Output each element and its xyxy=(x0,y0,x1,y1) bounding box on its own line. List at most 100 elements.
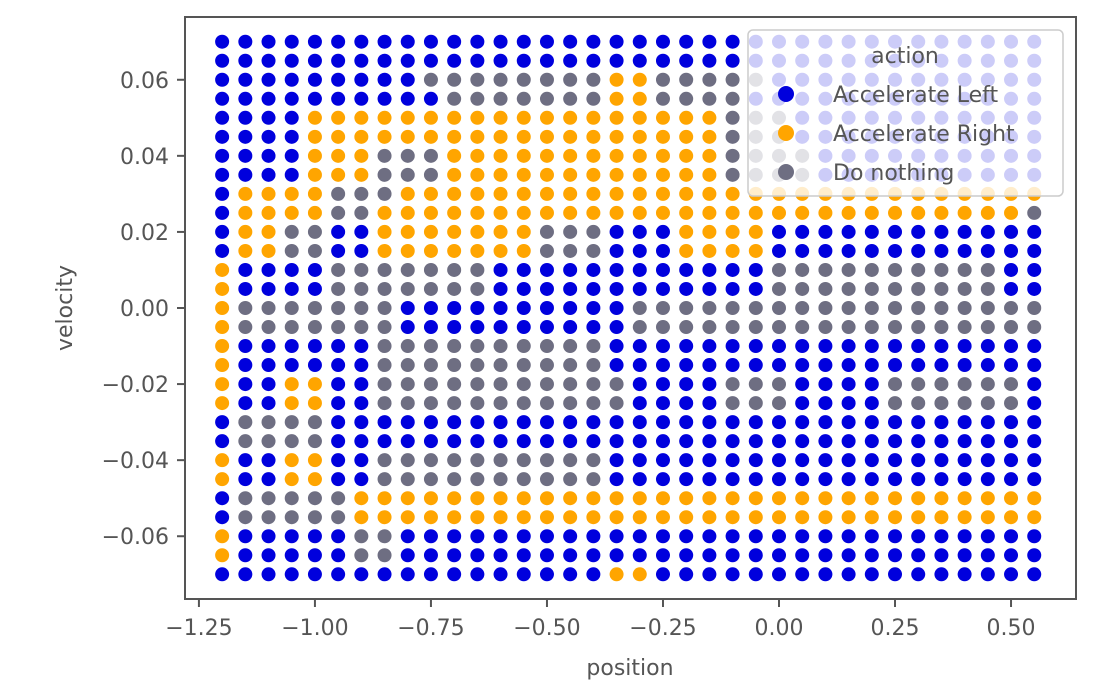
data-point-accelerate-left xyxy=(957,548,972,563)
data-point-do-nothing xyxy=(818,301,833,315)
legend-label-accelerate-left: Accelerate Left xyxy=(833,83,998,108)
data-point-accelerate-left xyxy=(655,53,670,68)
data-point-accelerate-left xyxy=(632,224,647,239)
data-point-accelerate-right xyxy=(215,339,230,354)
data-point-accelerate-right xyxy=(586,205,601,220)
data-point-do-nothing xyxy=(307,434,322,449)
data-point-accelerate-right xyxy=(586,129,601,144)
data-point-accelerate-left xyxy=(493,53,508,68)
data-point-accelerate-right xyxy=(307,148,322,163)
data-point-do-nothing xyxy=(331,262,346,277)
data-point-do-nothing xyxy=(539,377,554,392)
data-point-accelerate-right xyxy=(493,510,508,525)
data-point-accelerate-left xyxy=(957,358,972,373)
data-point-accelerate-left xyxy=(516,281,531,296)
data-point-accelerate-left xyxy=(470,529,485,544)
data-point-accelerate-left xyxy=(1027,281,1042,296)
data-point-do-nothing xyxy=(632,320,647,335)
data-point-do-nothing xyxy=(284,434,299,449)
data-point-do-nothing xyxy=(655,91,670,106)
data-point-accelerate-right xyxy=(632,205,647,220)
data-point-accelerate-right xyxy=(679,243,694,258)
data-point-accelerate-left xyxy=(493,34,508,49)
data-point-accelerate-left xyxy=(655,567,670,582)
data-point-accelerate-left xyxy=(911,548,926,563)
data-point-accelerate-right xyxy=(331,148,346,163)
data-point-accelerate-right xyxy=(516,167,531,182)
data-point-accelerate-right xyxy=(307,186,322,201)
data-point-accelerate-right xyxy=(539,148,554,163)
data-point-accelerate-left xyxy=(215,205,230,220)
legend: action Accelerate Left Accelerate Right … xyxy=(747,29,1064,197)
data-point-accelerate-left xyxy=(772,339,786,354)
data-point-accelerate-right xyxy=(563,186,578,201)
data-point-accelerate-left xyxy=(748,434,763,449)
data-point-do-nothing xyxy=(261,415,276,430)
data-point-accelerate-right xyxy=(539,129,554,144)
data-point-accelerate-right xyxy=(539,491,554,506)
data-point-accelerate-left xyxy=(493,281,508,296)
data-point-accelerate-right xyxy=(679,148,694,163)
data-point-accelerate-left xyxy=(539,320,554,335)
data-point-accelerate-left xyxy=(563,262,578,277)
data-point-do-nothing xyxy=(377,339,392,354)
data-point-accelerate-left xyxy=(934,339,949,354)
data-point-accelerate-left xyxy=(215,434,230,449)
data-point-accelerate-right xyxy=(331,167,346,182)
data-point-do-nothing xyxy=(725,129,740,144)
data-point-accelerate-left xyxy=(423,91,438,106)
x-tick-label: 0.50 xyxy=(987,616,1036,641)
data-point-accelerate-right xyxy=(632,129,647,144)
data-point-do-nothing xyxy=(423,262,438,277)
data-point-accelerate-left xyxy=(841,472,856,487)
data-point-accelerate-left xyxy=(632,529,647,544)
data-point-do-nothing xyxy=(911,320,926,335)
data-point-do-nothing xyxy=(377,167,392,182)
data-point-accelerate-right xyxy=(400,110,415,125)
data-point-accelerate-right xyxy=(748,224,763,239)
data-point-do-nothing xyxy=(331,510,346,525)
data-point-accelerate-right xyxy=(818,491,833,506)
data-point-accelerate-left xyxy=(470,415,485,430)
data-point-accelerate-left xyxy=(400,548,415,563)
data-point-accelerate-left xyxy=(632,339,647,354)
data-point-accelerate-right xyxy=(609,167,624,182)
data-point-accelerate-left xyxy=(238,529,253,544)
data-point-do-nothing xyxy=(841,320,856,335)
data-point-accelerate-right xyxy=(307,453,322,468)
data-point-accelerate-right xyxy=(864,510,879,525)
y-tick-label: −0.02 xyxy=(102,373,169,398)
data-point-accelerate-left xyxy=(516,529,531,544)
data-point-do-nothing xyxy=(400,453,415,468)
data-point-accelerate-left xyxy=(447,434,462,449)
data-point-accelerate-right xyxy=(679,224,694,239)
data-point-accelerate-left xyxy=(864,339,879,354)
data-point-do-nothing xyxy=(284,243,299,258)
data-point-do-nothing xyxy=(307,491,322,506)
data-point-accelerate-left xyxy=(447,415,462,430)
data-point-accelerate-right xyxy=(261,205,276,220)
data-point-do-nothing xyxy=(400,339,415,354)
data-point-accelerate-left xyxy=(238,472,253,487)
data-point-accelerate-left xyxy=(888,529,903,544)
data-point-accelerate-left xyxy=(539,262,554,277)
data-point-accelerate-left xyxy=(516,415,531,430)
data-point-accelerate-right xyxy=(980,491,995,506)
data-point-accelerate-left xyxy=(609,415,624,430)
data-point-do-nothing xyxy=(655,301,670,315)
data-point-accelerate-left xyxy=(261,129,276,144)
data-point-accelerate-left xyxy=(864,243,879,258)
data-point-accelerate-right xyxy=(1027,491,1042,506)
data-point-do-nothing xyxy=(539,224,554,239)
data-point-accelerate-left xyxy=(725,34,740,49)
data-point-do-nothing xyxy=(284,510,299,525)
data-point-accelerate-right xyxy=(632,167,647,182)
data-point-do-nothing xyxy=(888,377,903,392)
data-point-accelerate-left xyxy=(818,377,833,392)
data-point-do-nothing xyxy=(563,224,578,239)
data-point-accelerate-left xyxy=(864,358,879,373)
data-point-do-nothing xyxy=(586,472,601,487)
data-point-accelerate-left xyxy=(215,224,230,239)
data-point-accelerate-right xyxy=(911,205,926,220)
data-point-accelerate-right xyxy=(354,129,369,144)
